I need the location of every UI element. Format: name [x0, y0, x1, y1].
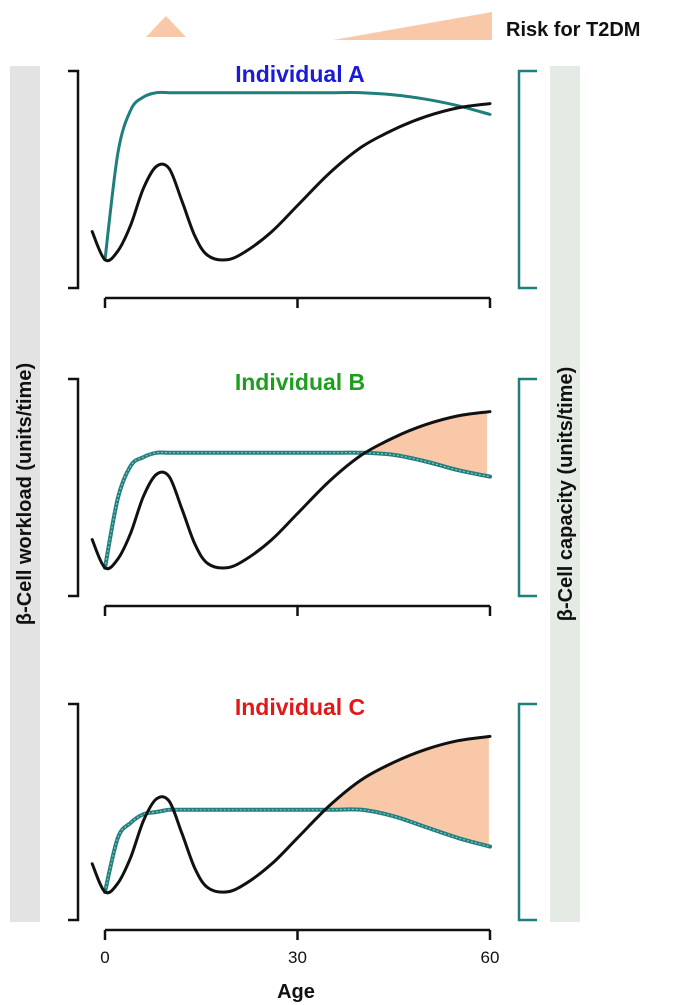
- capacity-axis: [519, 704, 537, 920]
- x-tick-label: 30: [288, 948, 307, 967]
- panel-title: Individual C: [235, 694, 365, 720]
- panel-1: Individual A: [68, 61, 537, 308]
- right-axis-label: β-Cell capacity (units/time): [555, 367, 577, 621]
- left-axis-label: β-Cell workload (units/time): [14, 363, 36, 625]
- x-tick-label: 0: [100, 948, 109, 967]
- capacity-axis: [519, 379, 537, 596]
- x-tick-label: 60: [481, 948, 500, 967]
- panel-3: Individual C 0 30 60: [68, 694, 537, 967]
- x-axis-label: Age: [277, 981, 315, 1003]
- risk-indicator-late: [333, 12, 492, 40]
- workload-axis: [68, 704, 78, 920]
- capacity-curve: [105, 452, 490, 567]
- panels: Individual A Individual B Individual C 0 30 6…: [68, 61, 537, 967]
- risk-indicator-early: [146, 16, 186, 37]
- risk-area: [325, 737, 489, 847]
- panel-title: Individual B: [235, 369, 365, 395]
- panel-2: Individual B: [68, 369, 537, 616]
- workload-axis: [68, 71, 78, 288]
- risk-label: Risk for T2DM: [506, 19, 640, 41]
- workload-curve: [92, 104, 490, 261]
- workload-axis: [68, 379, 78, 596]
- capacity-curve-texture: [105, 452, 490, 567]
- capacity-axis: [519, 71, 537, 288]
- panel-title: Individual A: [235, 61, 365, 87]
- capacity-curve: [105, 92, 490, 259]
